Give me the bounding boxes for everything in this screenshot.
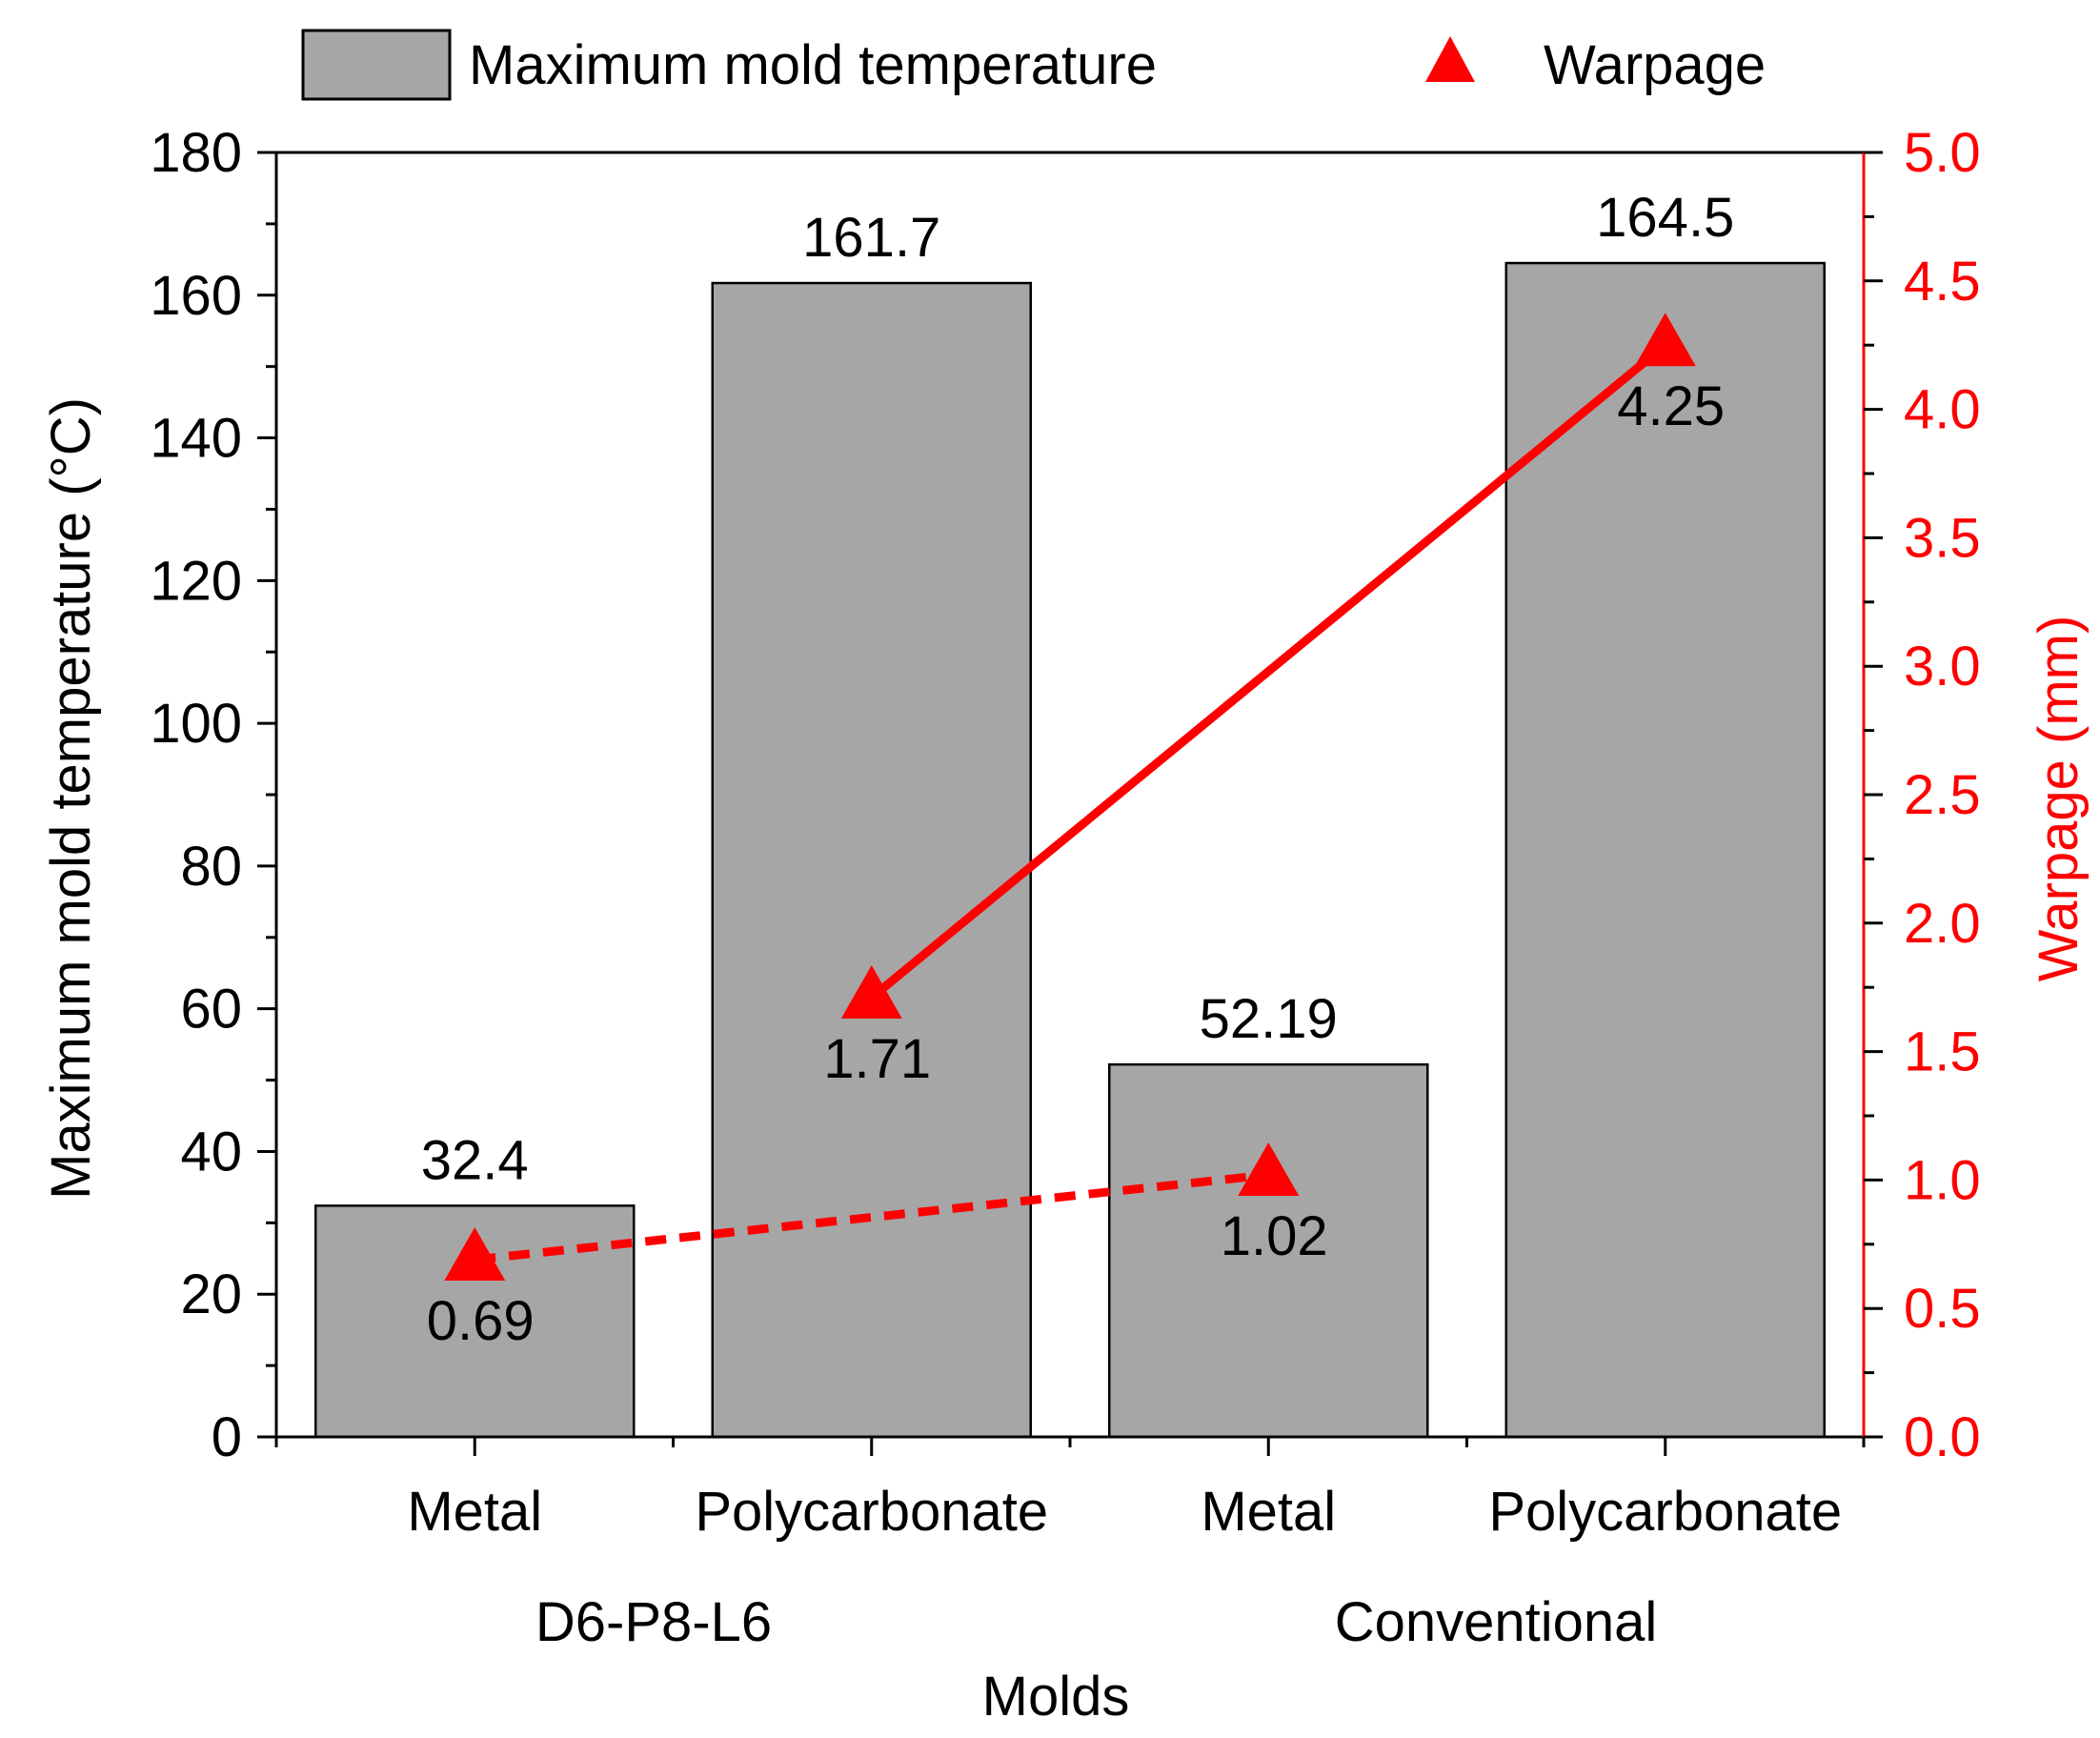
y2-tick-label: 0.5 (1904, 1278, 1981, 1340)
bar-3 (1108, 1062, 1429, 1439)
warpage-marker-2 (840, 964, 902, 1019)
x-tick-label-2: Polycarbonate (695, 1481, 1048, 1543)
group-label-conventional: Conventional (1335, 1591, 1658, 1653)
bar-value-label-2: 161.7 (802, 207, 940, 269)
y-tick-label: 120 (150, 550, 242, 612)
y2-tick-label: 3.5 (1904, 507, 1981, 569)
y-tick-label: 20 (180, 1263, 242, 1325)
warpage-connector-1 (474, 1170, 1269, 1264)
y-axis-label: Maximum mold temperature (°C) (40, 397, 102, 1200)
warpage-value-label-4: 4.25 (1617, 375, 1725, 437)
warpage-marker-3 (1238, 1142, 1300, 1197)
legend-label-warpage: Warpage (1544, 34, 1766, 96)
group-label-d6-p8-l6: D6-P8-L6 (535, 1591, 772, 1653)
bars-layer: 32.4 161.7 52.19 164.5 (314, 187, 1826, 1439)
warpage-line-layer: 0.69 1.71 1.02 4.25 (427, 313, 1725, 1352)
y2-tick-label: 4.5 (1904, 251, 1981, 313)
x-tick-label-3: Metal (1201, 1481, 1336, 1543)
x-tick-label-1: Metal (407, 1481, 542, 1543)
bar-2 (711, 281, 1032, 1439)
bar-4 (1504, 261, 1826, 1439)
y-tick-label: 60 (180, 979, 242, 1041)
x-axis-label: Molds (982, 1666, 1130, 1728)
y2-tick-label: 3.0 (1904, 636, 1981, 697)
y-tick-label: 100 (150, 693, 242, 755)
y2-tick-label: 5.0 (1904, 122, 1981, 184)
legend-marker-warpage (1425, 36, 1475, 82)
warpage-value-label-2: 1.71 (823, 1028, 931, 1090)
axes-layer: 0 20 40 60 80 100 120 140 160 180 0.0 0.5 1.0 1.5 2.0 2… (150, 122, 1980, 1543)
y-tick-label: 40 (180, 1121, 242, 1182)
legend-swatch-temperature (301, 29, 452, 101)
y2-tick-label: 0.0 (1904, 1406, 1981, 1468)
y2-tick-label: 4.0 (1904, 379, 1981, 441)
y-tick-label: 140 (150, 408, 242, 470)
y-tick-label: 160 (150, 265, 242, 327)
legend-label-temperature: Maximum mold temperature (469, 34, 1157, 96)
warpage-value-label-3: 1.02 (1221, 1205, 1328, 1267)
bar-value-label-1: 32.4 (421, 1129, 529, 1191)
bar-value-label-3: 52.19 (1200, 988, 1338, 1050)
warpage-marker-4 (1634, 313, 1696, 367)
y2-tick-label: 2.0 (1904, 893, 1981, 955)
warpage-marker-1 (444, 1226, 506, 1281)
legend: Maximum mold temperature Warpage (301, 29, 1766, 101)
y-tick-label: 80 (180, 836, 242, 898)
bar-value-label-4: 164.5 (1596, 187, 1734, 249)
y2-axis-label: Warpage (mm) (2028, 616, 2090, 982)
y2-tick-label: 2.5 (1904, 764, 1981, 826)
y2-tick-label: 1.5 (1904, 1021, 1981, 1083)
x-tick-label-4: Polycarbonate (1488, 1481, 1842, 1543)
warpage-value-label-1: 0.69 (427, 1290, 535, 1352)
y-tick-label: 0 (212, 1406, 242, 1468)
y-tick-label: 180 (150, 122, 242, 184)
y2-tick-label: 1.0 (1904, 1149, 1981, 1211)
warpage-connector-2 (868, 341, 1668, 1001)
